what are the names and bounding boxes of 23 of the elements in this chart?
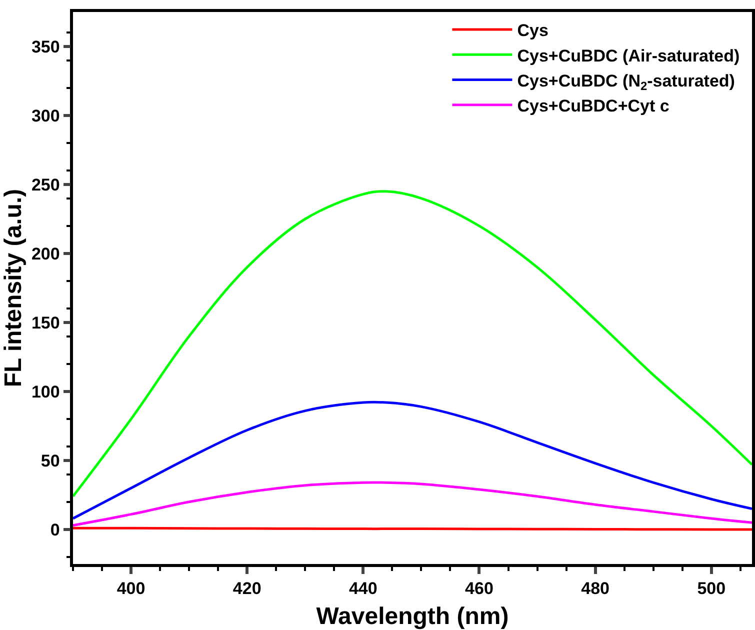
y-tick-label: 200 xyxy=(31,244,60,264)
y-tick-label: 300 xyxy=(31,106,60,126)
x-axis-title: Wavelength (nm) xyxy=(316,603,509,630)
line-series xyxy=(73,400,752,520)
y-tick-label: 50 xyxy=(40,451,60,470)
y-tick-label: 100 xyxy=(31,382,60,402)
x-tick-label: 500 xyxy=(697,579,726,598)
legend-label: Cys+CuBDC (Air-saturated) xyxy=(517,46,740,66)
y-tick-label: 250 xyxy=(31,175,60,194)
y-tick-label: 0 xyxy=(50,520,60,540)
x-tick-label: 440 xyxy=(348,579,378,598)
y-axis-title: FL intensity (a.u.) xyxy=(0,188,27,388)
y-tick-label: 350 xyxy=(31,37,60,56)
legend-label: Cys+CuBDC (N$_{2}$-saturated) xyxy=(517,71,735,93)
legend-label: Cys xyxy=(517,21,548,40)
x-tick-label: 460 xyxy=(465,579,494,598)
x-tick-label: 400 xyxy=(116,579,146,598)
line-series xyxy=(73,481,752,527)
x-tick-label: 480 xyxy=(581,579,610,598)
y-tick-label: 150 xyxy=(31,313,60,332)
legend-label: Cys+CuBDC+Cyt c xyxy=(517,96,670,116)
x-tick-label: 420 xyxy=(232,579,262,598)
line-series xyxy=(73,190,752,498)
